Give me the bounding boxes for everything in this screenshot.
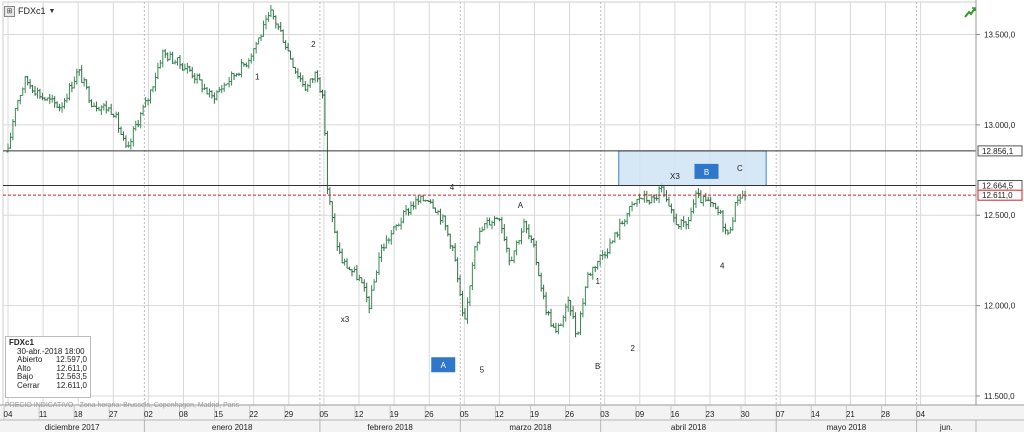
wave-label: C: [737, 164, 743, 173]
info-row-low: Bajo 12.563,5: [9, 373, 87, 382]
x-day-label: 02: [144, 410, 153, 419]
x-month-label: diciembre 2017: [45, 423, 100, 432]
y-tick-label: 12.500,0: [984, 211, 1016, 220]
info-label: Bajo: [17, 372, 34, 382]
info-row-close: Cerrar 12.611,0: [9, 380, 87, 391]
chart-icon: ⊞: [4, 5, 15, 17]
wave-box: [694, 163, 719, 179]
x-axis-band: [0, 405, 1024, 432]
x-day-label: 09: [635, 410, 644, 419]
chevron-down-icon[interactable]: ▼: [48, 7, 56, 15]
price-tag: [977, 189, 1023, 201]
x-day-label: 12: [355, 410, 364, 419]
x-day-label: 11: [39, 410, 48, 419]
x-day-label: 07: [776, 410, 785, 419]
wave-label: 1: [595, 277, 600, 286]
x-day-label: 22: [249, 410, 258, 419]
info-value: 12.611,0: [56, 380, 87, 390]
source-note: PRECIO INDICATIVO - Zona horaria: Brusse…: [5, 402, 240, 409]
x-month-label: marzo 2018: [509, 423, 552, 432]
wave-label: X3: [670, 172, 680, 181]
wave-box: [431, 357, 456, 373]
x-day-label: 26: [565, 410, 574, 419]
x-day-label: 18: [74, 410, 83, 419]
info-value: 12.563,5: [55, 372, 87, 382]
info-row-high: Alto 12.611,0: [9, 363, 87, 374]
price-tag-label: 12.611,0: [982, 191, 1013, 200]
wave-label: x3: [341, 315, 350, 324]
x-month-label: abril 2018: [671, 423, 707, 432]
y-tick-label: 13.500,0: [984, 31, 1016, 40]
x-day-label: 05: [319, 410, 328, 419]
wave-label: 2: [311, 40, 316, 49]
x-day-label: 04: [916, 410, 925, 419]
ohlc-info-panel: FDXc1 30-abr.-2018 18:00 Abierto 12.597,…: [5, 336, 91, 398]
x-month-label: mayo 2018: [827, 423, 867, 432]
wave-label: 2: [631, 344, 636, 353]
wave-label: 5: [480, 365, 485, 374]
y-tick-label: 13.000,0: [984, 121, 1016, 130]
x-day-label: 21: [846, 410, 855, 419]
trend-up-icon[interactable]: [963, 5, 977, 19]
wave-label: A: [518, 201, 524, 210]
x-day-label: 19: [390, 410, 399, 419]
info-row-open: Abierto 12.597,0: [9, 356, 87, 365]
y-tick-label: 11.500,0: [984, 392, 1015, 401]
x-day-label: 30: [741, 410, 750, 419]
symbol-label[interactable]: FDXc1: [18, 6, 46, 16]
x-day-label: 16: [670, 410, 679, 419]
x-day-label: 19: [530, 410, 539, 419]
wave-label: 1: [255, 73, 260, 82]
info-datetime: 30-abr.-2018 18:00: [17, 346, 85, 356]
info-value: 12.611,0: [56, 363, 87, 373]
x-month-label: enero 2018: [212, 423, 253, 432]
y-tick-label: 12.000,0: [984, 302, 1016, 311]
x-day-label: 04: [4, 410, 13, 419]
price-tag-label: 12.856,1: [982, 147, 1014, 156]
x-month-label: febrero 2018: [367, 423, 413, 432]
wave-label: B: [595, 362, 600, 371]
wave-label: 4: [720, 262, 725, 271]
x-day-label: 28: [881, 410, 890, 419]
x-day-label: 26: [425, 410, 434, 419]
symbol-selector[interactable]: ⊞ FDXc1 ▼: [4, 4, 55, 18]
x-day-label: 14: [811, 410, 820, 419]
x-day-label: 29: [284, 410, 293, 419]
price-tag: [977, 145, 1023, 157]
x-day-label: 12: [495, 410, 504, 419]
x-month-label: jun.: [939, 423, 953, 432]
x-day-label: 05: [460, 410, 469, 419]
x-day-label: 08: [179, 410, 188, 419]
info-title: FDXc1: [9, 338, 34, 347]
target-zone: [618, 150, 767, 187]
wave-box-label: B: [704, 168, 709, 177]
wave-box-label: A: [441, 361, 447, 370]
info-label: Alto: [17, 363, 31, 373]
price-tag-label: 12.664,5: [982, 182, 1014, 191]
x-day-label: 03: [600, 410, 609, 419]
x-day-label: 27: [109, 410, 118, 419]
x-day-label: 15: [214, 410, 223, 419]
wave-label: 4: [450, 183, 455, 192]
plot-area: [2, 1, 977, 406]
info-value: 12.597,0: [55, 355, 87, 365]
info-label: Cerrar: [17, 380, 40, 390]
info-label: Abierto: [17, 355, 43, 365]
x-day-label: 23: [706, 410, 715, 419]
